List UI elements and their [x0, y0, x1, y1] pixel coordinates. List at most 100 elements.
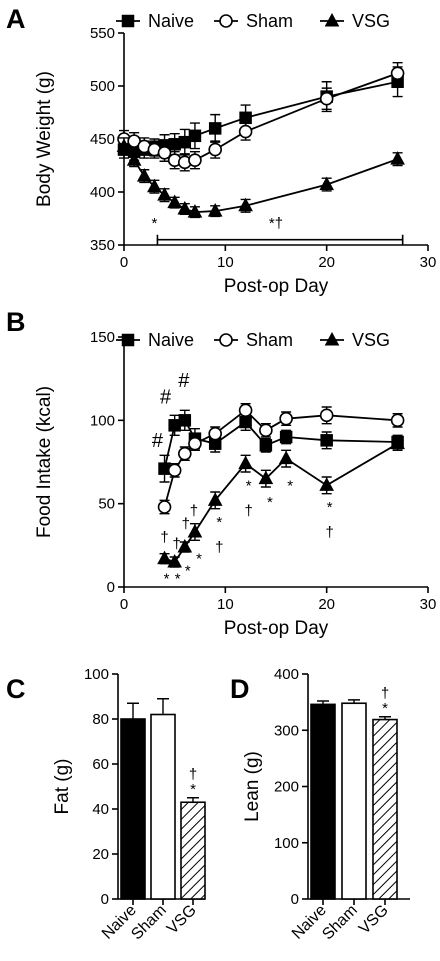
- chart-b-annotation: †: [160, 529, 168, 546]
- chart-d-y-tick-label: 200: [274, 779, 299, 796]
- chart-b-y-tick-label: 150: [90, 329, 115, 346]
- chart-b-legend-vsg-label: VSG: [352, 330, 390, 350]
- chart-c-y-tick-label: 60: [92, 756, 109, 773]
- chart-d-y-tick-label: 300: [274, 722, 299, 739]
- chart-b-series-vsg-point: [278, 450, 294, 465]
- body-weight-chart: 350 400 450 500 550 0 10 20 30 Post-op Day Body We…: [34, 11, 436, 297]
- chart-c-bar-sham: [150, 713, 176, 900]
- chart-b-x-tick-label: 20: [318, 596, 335, 613]
- chart-b-series-sham-point: [390, 413, 405, 428]
- chart-a-series-vsg-point: [187, 204, 203, 218]
- chart-a-annotation: *†: [269, 215, 283, 232]
- chart-a-series-vsg-point: [207, 203, 223, 217]
- chart-b-series-naive-point: [178, 414, 192, 427]
- chart-a-series-naive-point: [208, 122, 222, 135]
- chart-a-y-tick-label: 500: [90, 78, 115, 95]
- chart-b-annotation: †: [173, 536, 181, 553]
- chart-a-significance-bracket: [156, 234, 404, 245]
- chart-b-series-sham-point: [259, 423, 273, 438]
- chart-b-annotation: *: [287, 477, 293, 494]
- chart-b-y-tick-label: 0: [107, 579, 115, 596]
- chart-d-y-tick-label: 0: [291, 891, 299, 908]
- chart-b-series-sham-point: [178, 446, 192, 461]
- chart-b-annotation: *: [246, 477, 252, 494]
- chart-a-x-tick-label: 10: [217, 254, 234, 271]
- chart-b-series-vsg-point: [187, 523, 203, 538]
- chart-b-annotation: #: [160, 387, 172, 409]
- chart-a-y-tick-label: 550: [90, 25, 115, 42]
- chart-a-y-tick-label: 450: [90, 131, 115, 148]
- chart-a-series-vsg-point: [147, 178, 162, 193]
- chart-b-annotation: *: [327, 499, 333, 516]
- chart-a-series-vsg-point: [136, 168, 152, 182]
- chart-a-legend-sham-marker: [219, 14, 233, 28]
- chart-b-y-axis-title: Food Intake (kcal): [34, 386, 55, 538]
- chart-b-legend-sham-label: Sham: [246, 330, 293, 350]
- chart-b-annotation: *: [185, 562, 191, 579]
- chart-d-annotation: †: [381, 685, 389, 702]
- chart-a-series-sham-point: [390, 66, 405, 81]
- chart-c-bar-naive: [120, 718, 146, 900]
- chart-a-legend-sham-label: Sham: [246, 11, 293, 31]
- chart-b-series-naive-point: [168, 419, 181, 432]
- chart-c-annotation: *: [190, 781, 196, 798]
- panel-letter-b: B: [6, 307, 26, 337]
- food-intake-chart: 0 50 100 150 0 10 20 30 Post-op Day Food Intake (…: [34, 329, 436, 639]
- chart-a-x-tick-label: 20: [318, 254, 335, 271]
- chart-a-series-vsg-point: [390, 151, 405, 165]
- chart-b-annotation: #: [178, 370, 190, 392]
- chart-b-series-naive-point: [259, 439, 273, 452]
- chart-b-series-vsg-line: [164, 442, 399, 564]
- chart-c-y-tick-label: 0: [101, 891, 109, 908]
- chart-a-series-naive-point: [239, 111, 252, 125]
- chart-b-series-sham-point: [319, 408, 334, 423]
- chart-d-bar-sham-error-bar: [348, 699, 360, 704]
- chart-a-legend-vsg-marker: [324, 12, 340, 27]
- chart-d-bar-sham: [341, 702, 367, 900]
- chart-b-x-axis-title: Post-op Day: [224, 618, 329, 639]
- panel-letter-a: A: [6, 4, 26, 34]
- chart-b-series-vsg-point: [167, 553, 183, 568]
- chart-b-annotation: *: [267, 494, 273, 511]
- chart-b-series-vsg-point: [258, 470, 274, 485]
- chart-b-series-vsg-point: [390, 435, 405, 450]
- chart-a-series-vsg-point: [238, 197, 253, 212]
- chart-d-bar-naive-error-bar: [317, 700, 329, 705]
- chart-b-annotation: †: [326, 524, 334, 541]
- chart-d-bar-naive: [310, 703, 336, 900]
- chart-b-annotation: *: [164, 571, 170, 588]
- chart-b-series-naive-point: [320, 434, 333, 447]
- chart-b-series-sham-point: [279, 411, 293, 426]
- chart-d-category-label-vsg: VSG: [356, 902, 392, 938]
- chart-b-series-naive-point: [239, 415, 252, 429]
- chart-b-legend-vsg-marker: [324, 331, 340, 346]
- chart-b-series-naive-point: [279, 430, 293, 444]
- chart-a-y-tick-label: 350: [90, 237, 115, 254]
- chart-a-y-axis-title: Body Weight (g): [34, 71, 55, 207]
- chart-b-series-sham-point: [188, 436, 202, 451]
- chart-b-annotation: †: [215, 539, 223, 556]
- chart-d-annotation: *: [382, 700, 388, 717]
- chart-a-series-vsg-point: [116, 138, 132, 152]
- chart-b-x-tick-label: 0: [120, 596, 128, 613]
- chart-d-bar-vsg: [372, 718, 398, 900]
- chart-c-bar-naive-error-bar: [127, 702, 139, 719]
- panel-letter-c: C: [6, 674, 26, 704]
- chart-a-series-vsg-point: [177, 200, 193, 215]
- chart-b-annotation: *: [216, 514, 222, 531]
- chart-d-y-tick-label: 400: [274, 666, 299, 683]
- chart-a-series-vsg-point: [167, 194, 183, 209]
- chart-a-series-sham-point: [238, 124, 253, 139]
- panel-letter-d: D: [230, 674, 250, 704]
- chart-a-x-axis-title: Post-op Day: [224, 276, 329, 297]
- chart-b-legend-naive-label: Naive: [148, 330, 194, 350]
- chart-a-series-sham-point: [188, 153, 202, 167]
- chart-b-x-tick-label: 30: [420, 596, 437, 613]
- chart-b-series-sham-line: [163, 409, 398, 508]
- chart-b-legend-naive-marker: [121, 333, 135, 347]
- chart-b-annotation: #: [152, 430, 164, 452]
- chart-a-annotation: *: [151, 215, 157, 232]
- chart-c-bar-vsg: [180, 801, 206, 900]
